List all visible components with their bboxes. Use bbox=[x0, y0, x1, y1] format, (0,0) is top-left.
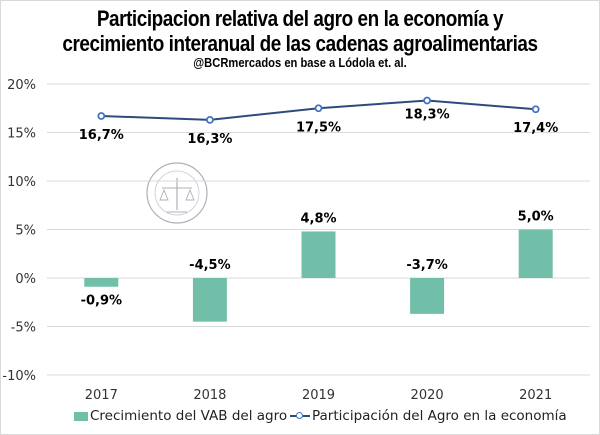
bar bbox=[84, 278, 119, 287]
chart-subtitle: @BCRmercados en base a Lódola et. al. bbox=[193, 55, 407, 70]
y-tick-label: 15% bbox=[7, 127, 36, 142]
legend-swatch-line bbox=[290, 411, 310, 421]
y-tick-label: -10% bbox=[2, 369, 36, 384]
line-data-label: 18,3% bbox=[405, 107, 450, 122]
line-marker bbox=[531, 105, 540, 114]
line-data-label: 16,3% bbox=[187, 132, 232, 147]
bar-data-label: 4,8% bbox=[300, 211, 336, 226]
y-tick-label: 10% bbox=[7, 175, 36, 190]
y-tick-label: 0% bbox=[15, 272, 36, 287]
line-data-label: 17,4% bbox=[513, 121, 558, 136]
chart-title-line-1: Participacion relativa del agro en la ec… bbox=[96, 6, 504, 31]
legend-swatch-bar bbox=[74, 411, 88, 421]
bcr-seal-watermark bbox=[146, 162, 208, 224]
y-tick-label: 20% bbox=[7, 78, 36, 93]
bar-data-label: 5,0% bbox=[518, 210, 554, 225]
x-tick-label: 2017 bbox=[85, 388, 118, 403]
x-tick-label: 2021 bbox=[519, 388, 552, 403]
bar-data-label: -4,5% bbox=[189, 258, 230, 273]
bar bbox=[301, 231, 336, 278]
x-tick-label: 2020 bbox=[411, 388, 444, 403]
x-tick-label: 2019 bbox=[302, 388, 335, 403]
line-data-label: 16,7% bbox=[79, 128, 124, 143]
legend-label-bar: Crecimiento del VAB del agro bbox=[90, 408, 288, 424]
line-marker bbox=[423, 96, 432, 105]
legend-label-line: Participación del Agro en la economía bbox=[312, 408, 567, 424]
legend-item-bar: Crecimiento del VAB del agro bbox=[74, 408, 287, 424]
line-marker bbox=[205, 115, 214, 124]
bar-data-label: -0,9% bbox=[81, 294, 122, 309]
bar-data-label: -3,7% bbox=[406, 258, 447, 273]
line-marker bbox=[314, 104, 323, 113]
line-marker bbox=[97, 112, 106, 120]
legend-item-line: Participación del Agro en la economía bbox=[290, 408, 567, 424]
bar bbox=[410, 278, 445, 314]
y-tick-label: 5% bbox=[15, 224, 36, 239]
bar bbox=[192, 278, 227, 322]
y-tick-label: -5% bbox=[11, 321, 36, 336]
chart-title-line-2: crecimiento interanual de las cadenas ag… bbox=[62, 31, 538, 56]
x-tick-label: 2018 bbox=[193, 388, 226, 403]
bar bbox=[518, 229, 553, 278]
line-data-label: 17,5% bbox=[296, 120, 341, 135]
